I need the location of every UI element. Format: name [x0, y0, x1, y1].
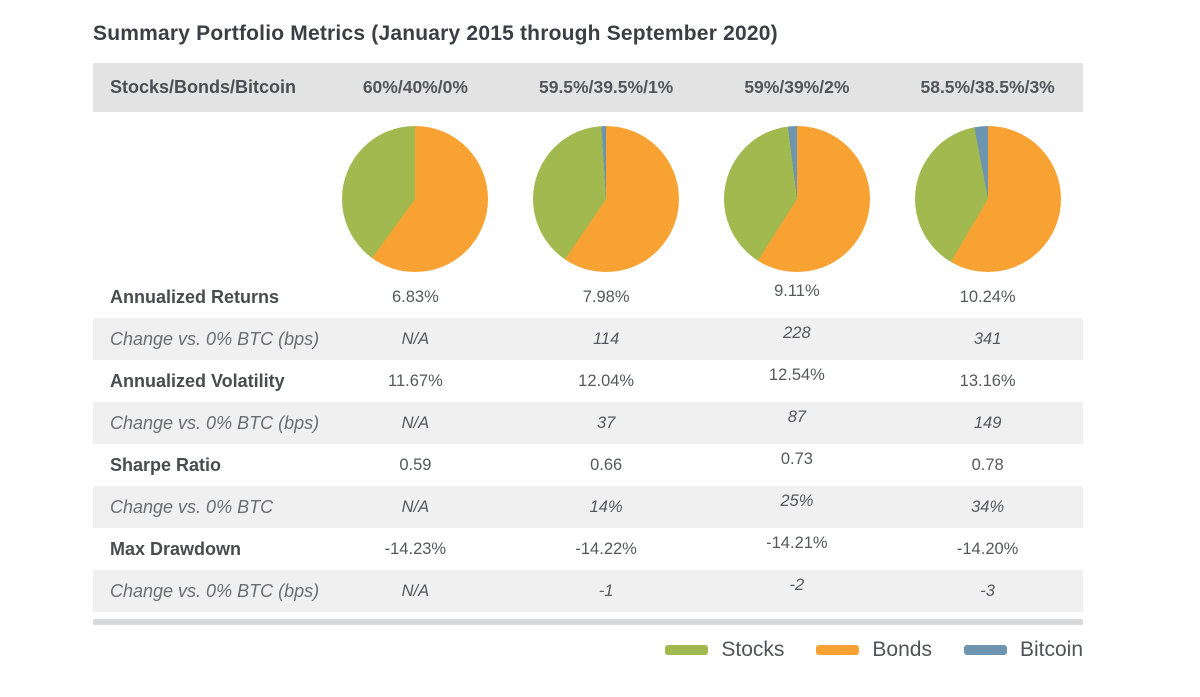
- allocation-header-row: Stocks/Bonds/Bitcoin 60%/40%/0% 59.5%/39.…: [93, 63, 1083, 113]
- allocation-pie-chart: [533, 125, 680, 272]
- legend-item-stocks: Stocks: [665, 638, 784, 662]
- legend-label: Bitcoin: [1019, 638, 1083, 662]
- metric-value: 9.11%: [774, 281, 820, 300]
- metric-value: 6.83%: [391, 287, 439, 306]
- metric-value: -3: [980, 581, 995, 600]
- pie-chart-row: [93, 112, 1083, 276]
- metric-value: 37: [596, 413, 616, 432]
- chart-legend: Stocks Bonds Bitcoin: [93, 638, 1083, 662]
- metric-label: Sharpe Ratio: [110, 454, 222, 475]
- metric-value: -2: [789, 575, 805, 594]
- metric-value: 149: [973, 413, 1002, 432]
- metric-value: 228: [783, 323, 811, 342]
- metric-value: 0.73: [780, 449, 813, 468]
- metric-value: 0.66: [590, 455, 623, 474]
- legend-item-bitcoin: Bitcoin: [963, 638, 1083, 662]
- change-row: Change vs. 0% BTC (bps) N/A 114 228 341: [93, 318, 1083, 361]
- metric-label: Annualized Volatility: [110, 370, 285, 391]
- metric-values: -14.23% -14.22% -14.21% -14.20%: [320, 528, 1083, 570]
- metric-label: Annualized Returns: [110, 286, 280, 307]
- metric-values: N/A 37 87 149: [320, 402, 1083, 444]
- allocation-pie-chart: [914, 125, 1061, 272]
- metric-value: 87: [787, 407, 807, 426]
- metric-value: N/A: [401, 581, 430, 600]
- allocation-header-label: Stocks/Bonds/Bitcoin: [110, 77, 297, 98]
- metric-value: N/A: [401, 413, 430, 432]
- change-label: Change vs. 0% BTC (bps): [110, 328, 320, 349]
- pie-chart-cell: [702, 112, 893, 276]
- stocks-color-swatch: [665, 645, 709, 656]
- allocation-header-value: 59.5%/39.5%/1%: [538, 77, 674, 98]
- change-row: Change vs. 0% BTC (bps) N/A -1 -2 -3: [93, 570, 1083, 613]
- metric-values: N/A -1 -2 -3: [320, 570, 1083, 612]
- metric-value: -1: [598, 581, 614, 600]
- metric-value: N/A: [401, 329, 430, 348]
- metric-value: 12.54%: [768, 365, 825, 384]
- metric-value: -14.21%: [766, 533, 828, 552]
- pie-chart-cell: [511, 112, 702, 276]
- legend-label: Bonds: [872, 638, 932, 662]
- metric-value: N/A: [401, 497, 430, 516]
- change-label: Change vs. 0% BTC: [110, 496, 274, 517]
- metric-values: 0.59 0.66 0.73 0.78: [320, 444, 1083, 486]
- allocation-header-value: 60%/40%/0%: [362, 77, 468, 98]
- metric-value: 12.04%: [578, 371, 635, 390]
- pie-chart-cell: [892, 112, 1083, 276]
- metric-value: 13.16%: [959, 371, 1016, 390]
- page-title: Summary Portfolio Metrics (January 2015 …: [93, 22, 778, 45]
- metric-value: 0.78: [971, 455, 1004, 474]
- metric-value: 7.98%: [582, 287, 630, 306]
- bonds-color-swatch: [816, 645, 860, 656]
- allocation-header-value: 59%/39%/2%: [744, 77, 850, 98]
- metric-value: 341: [973, 329, 1002, 348]
- metric-values: N/A 114 228 341: [320, 318, 1083, 360]
- metric-value: -14.22%: [575, 539, 637, 558]
- metric-value: 11.67%: [388, 371, 443, 390]
- metrics-table-body: Annualized Returns 6.83% 7.98% 9.11% 10.24% C…: [93, 276, 1083, 613]
- change-row: Change vs. 0% BTC (bps) N/A 37 87 149: [93, 402, 1083, 445]
- pie-charts: [320, 112, 1083, 276]
- metric-values: 6.83% 7.98% 9.11% 10.24%: [320, 276, 1083, 318]
- metric-row: Sharpe Ratio 0.59 0.66 0.73 0.78: [93, 444, 1083, 486]
- metric-value: 14%: [589, 497, 623, 516]
- bitcoin-color-swatch: [963, 645, 1007, 656]
- metric-label: Max Drawdown: [110, 538, 242, 559]
- portfolio-metrics-panel: Summary Portfolio Metrics (January 2015 …: [93, 22, 1083, 662]
- metric-value: 34%: [971, 497, 1005, 516]
- metric-value: -14.23%: [384, 539, 447, 558]
- pie-row-spacer: [93, 112, 320, 276]
- allocation-header-value: 58.5%/38.5%/3%: [920, 77, 1055, 98]
- metric-row: Max Drawdown -14.23% -14.22% -14.21% -14.20%: [93, 528, 1083, 570]
- metric-value: 114: [592, 329, 620, 348]
- bottom-divider: [93, 619, 1083, 626]
- pie-chart-cell: [320, 112, 511, 276]
- metric-row: Annualized Returns 6.83% 7.98% 9.11% 10.24%: [93, 276, 1083, 318]
- metric-value: -14.20%: [956, 539, 1019, 558]
- allocation-pie-chart: [723, 125, 870, 272]
- legend-label: Stocks: [721, 638, 785, 662]
- change-label: Change vs. 0% BTC (bps): [110, 412, 320, 433]
- metric-value: 10.24%: [959, 287, 1016, 306]
- metric-values: N/A 14% 25% 34%: [320, 486, 1083, 528]
- metric-value: 0.59: [399, 455, 432, 474]
- metric-values: 11.67% 12.04% 12.54% 13.16%: [320, 360, 1083, 402]
- metric-row: Annualized Volatility 11.67% 12.04% 12.54% 1…: [93, 360, 1083, 402]
- change-label: Change vs. 0% BTC (bps): [110, 580, 320, 601]
- legend-item-bonds: Bonds: [816, 638, 932, 662]
- allocation-header-values: 60%/40%/0% 59.5%/39.5%/1% 59%/39%/2% 58.5%/…: [320, 63, 1083, 112]
- metric-value: 25%: [780, 491, 814, 510]
- allocation-pie-chart: [342, 125, 489, 272]
- change-row: Change vs. 0% BTC N/A 14% 25% 34%: [93, 486, 1083, 529]
